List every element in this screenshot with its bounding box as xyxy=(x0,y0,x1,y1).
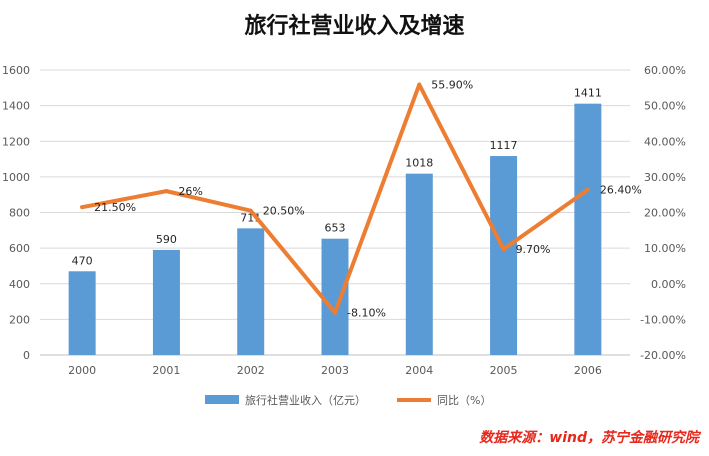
y-right-tick-label: 10.00% xyxy=(644,242,686,255)
x-tick-label: 2004 xyxy=(405,364,433,377)
legend-swatch-bars xyxy=(205,395,239,404)
bar xyxy=(321,238,349,355)
y-left-tick-label: 0 xyxy=(23,349,30,362)
line-value-label: 21.50% xyxy=(94,201,136,214)
line-value-label: 9.70% xyxy=(516,243,551,256)
y-left-tick-label: 800 xyxy=(9,207,30,220)
legend-label-bars: 旅行社营业收入（亿元） xyxy=(245,393,366,407)
chart-title: 旅行社营业收入及增速 xyxy=(244,14,465,39)
line-value-label: 20.50% xyxy=(263,205,305,218)
bar xyxy=(68,271,96,355)
x-tick-label: 2003 xyxy=(321,364,349,377)
x-tick-label: 2001 xyxy=(152,364,180,377)
bar xyxy=(237,228,265,355)
x-tick-label: 2006 xyxy=(574,364,602,377)
y-right-tick-label: 50.00% xyxy=(644,100,686,113)
bar-value-label: 590 xyxy=(156,233,177,246)
line-value-label: -8.10% xyxy=(347,307,386,320)
y-left-tick-label: 400 xyxy=(9,278,30,291)
y-right-tick-label: 40.00% xyxy=(644,135,686,148)
bar-value-label: 1117 xyxy=(490,139,518,152)
y-left-tick-label: 200 xyxy=(9,313,30,326)
x-tick-label: 2005 xyxy=(490,364,518,377)
y-left-tick-label: 1400 xyxy=(2,100,30,113)
x-tick-label: 2000 xyxy=(68,364,96,377)
bar xyxy=(574,103,602,356)
x-tick-label: 2002 xyxy=(237,364,265,377)
y-right-tick-label: -20.00% xyxy=(640,349,686,362)
bar xyxy=(152,249,180,355)
bar xyxy=(490,156,518,355)
line-value-label: 55.90% xyxy=(431,79,473,92)
y-right-tick-label: 20.00% xyxy=(644,207,686,220)
y-right-tick-label: 60.00% xyxy=(644,64,686,77)
legend-label-line: 同比（%） xyxy=(437,394,491,407)
bar-value-label: 653 xyxy=(325,222,346,235)
bar-value-label: 1018 xyxy=(405,157,433,170)
line-point xyxy=(164,189,169,194)
line-point xyxy=(80,205,85,210)
bar-value-label: 1411 xyxy=(574,87,602,100)
bar xyxy=(405,173,433,355)
line-value-label: 26.40% xyxy=(600,184,642,197)
line-point xyxy=(248,208,253,213)
y-right-tick-label: 30.00% xyxy=(644,171,686,184)
y-left-tick-label: 1000 xyxy=(2,171,30,184)
line-point xyxy=(333,310,337,315)
line-value-label: 26% xyxy=(178,185,202,198)
y-left-tick-label: 1200 xyxy=(2,135,30,148)
y-right-tick-label: 0.00% xyxy=(651,278,686,291)
y-left-tick-label: 1600 xyxy=(2,64,30,77)
y-right-tick-label: -10.00% xyxy=(640,313,686,326)
line-point xyxy=(501,247,506,252)
line-point xyxy=(417,82,422,87)
y-left-tick-label: 600 xyxy=(9,242,30,255)
line-point xyxy=(585,187,590,192)
source-note: 数据来源：wind，苏宁金融研究院 xyxy=(479,430,699,446)
bar-value-label: 470 xyxy=(72,254,93,267)
